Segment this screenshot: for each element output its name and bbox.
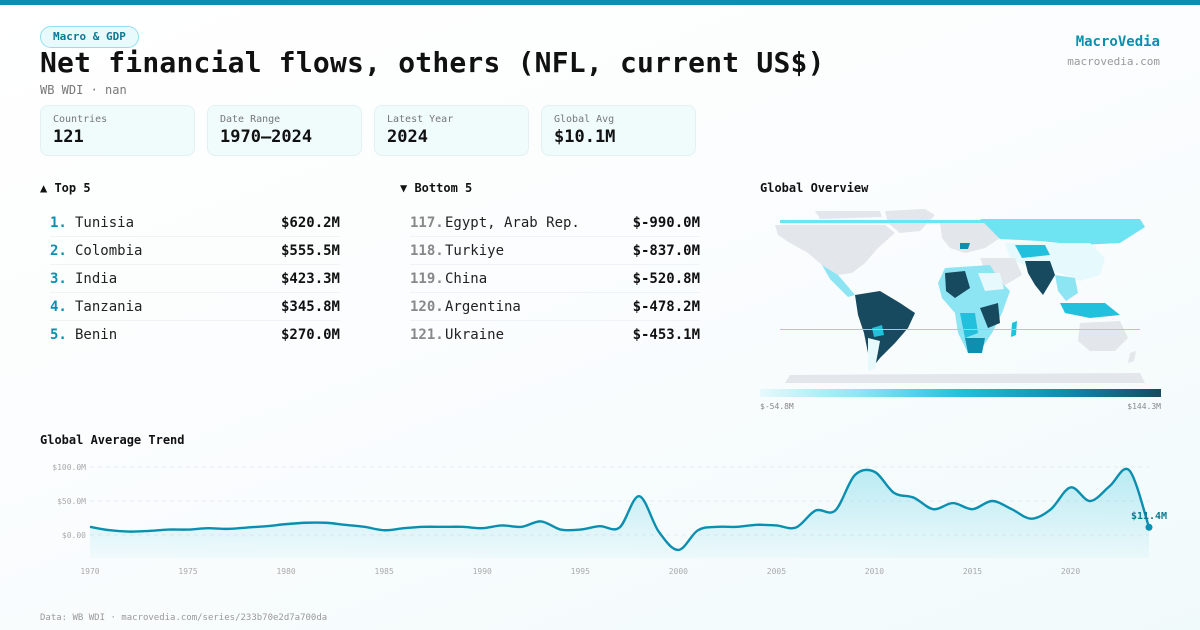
country-name: Turkiye	[445, 242, 505, 259]
country-value: $-453.1M	[632, 327, 700, 343]
country-name: India	[75, 270, 118, 287]
svg-text:2005: 2005	[767, 567, 786, 576]
svg-text:2010: 2010	[865, 567, 884, 576]
bottom5-panel: ▼ Bottom 5 117. Egypt, Arab Rep. $-990.0M …	[400, 181, 700, 349]
stat-label: Date Range	[220, 114, 281, 125]
category-tag[interactable]: Macro & GDP	[40, 26, 139, 48]
rank-number: 5.	[50, 327, 67, 343]
svg-text:1995: 1995	[571, 567, 590, 576]
svg-text:2020: 2020	[1061, 567, 1080, 576]
country-name: Benin	[75, 327, 118, 343]
stat-label: Latest Year	[387, 114, 454, 125]
footer-source: Data: WB WDI · macrovedia.com/series/233…	[40, 613, 328, 623]
country-name: Tunisia	[75, 214, 135, 231]
last-value-label: $11.4M	[1131, 511, 1167, 522]
svg-text:1985: 1985	[375, 567, 394, 576]
top-accent-bar	[0, 0, 1200, 5]
svg-text:$0.00: $0.00	[62, 531, 86, 540]
x-axis-ticks: 1970 1975 1980 1985 1990 1995 2000 2005 2010 2015…	[80, 567, 1080, 576]
rank-number: 117.	[410, 214, 444, 231]
page-title: Net financial flows, others (NFL, curren…	[40, 46, 825, 79]
stat-card-date-range: Date Range 1970–2024	[207, 105, 362, 156]
stat-card-latest-year: Latest Year 2024	[374, 105, 529, 156]
list-item[interactable]: 120. Argentina $-478.2M	[410, 281, 700, 321]
rank-number: 3.	[50, 270, 67, 287]
last-value-marker[interactable]	[1145, 523, 1153, 531]
rank-number: 119.	[410, 270, 444, 287]
list-item[interactable]: 3. India $423.3M	[50, 253, 340, 293]
country-value: $345.8M	[280, 298, 340, 315]
rank-number: 118.	[410, 242, 444, 259]
svg-text:$50.0M: $50.0M	[57, 497, 86, 506]
top5-heading: ▲ Top 5	[40, 181, 91, 195]
color-legend-bar	[760, 389, 1161, 397]
country-value: $-478.2M	[632, 298, 700, 315]
svg-text:1980: 1980	[276, 567, 295, 576]
list-item[interactable]: 4. Tanzania $345.8M	[50, 281, 340, 321]
svg-text:1975: 1975	[178, 567, 197, 576]
trend-line	[89, 467, 1151, 552]
svg-text:2015: 2015	[963, 567, 982, 576]
list-item[interactable]: 121. Ukraine $-453.1M	[410, 309, 700, 349]
world-choropleth-map[interactable]	[760, 203, 1161, 383]
country-name: Argentina	[445, 298, 521, 315]
svg-text:2000: 2000	[669, 567, 688, 576]
y-axis-ticks: $0.00 $50.0M $100.0M	[52, 463, 86, 540]
trend-area	[90, 468, 1149, 558]
rank-number: 1.	[50, 214, 67, 231]
global-overview-panel: Global Overview	[760, 181, 1161, 411]
list-item[interactable]: 1. Tunisia $620.2M	[50, 197, 340, 237]
svg-text:1990: 1990	[473, 567, 492, 576]
rank-number: 120.	[410, 298, 444, 315]
svg-text:$100.0M: $100.0M	[52, 463, 86, 472]
country-value: $-990.0M	[632, 214, 700, 231]
country-value: $555.5M	[280, 242, 340, 259]
country-value: $-520.8M	[632, 270, 700, 287]
brand-name[interactable]: MacroVedia	[1075, 34, 1160, 50]
country-name: China	[445, 270, 488, 287]
stat-card-global-avg: Global Avg $10.1M	[541, 105, 696, 156]
country-value: $620.2M	[280, 214, 340, 231]
stat-label: Global Avg	[554, 114, 615, 125]
country-value: $423.3M	[280, 270, 340, 287]
top5-list: 1. Tunisia $620.2M 2. Colombia $555.5M 3. Ind…	[40, 197, 340, 349]
page-subtitle: WB WDI · nan	[40, 83, 127, 97]
list-item[interactable]: 117. Egypt, Arab Rep. $-990.0M	[410, 197, 700, 237]
stat-value: 1970–2024	[220, 127, 313, 147]
country-name: Egypt, Arab Rep.	[445, 214, 580, 231]
stat-value: $10.1M	[554, 127, 616, 147]
stat-value: 121	[53, 127, 84, 147]
stats-row: Countries 121 Date Range 1970–2024 Lates…	[40, 105, 696, 156]
list-item[interactable]: 5. Benin $270.0M	[50, 309, 340, 349]
country-name: Tanzania	[75, 298, 143, 315]
svg-text:1970: 1970	[80, 567, 99, 576]
top5-panel: ▲ Top 5 1. Tunisia $620.2M 2. Colombia $555.…	[40, 181, 340, 349]
stat-card-countries: Countries 121	[40, 105, 195, 156]
legend-max-label: $144.3M	[1127, 402, 1161, 411]
trend-title: Global Average Trend	[40, 433, 185, 447]
rank-number: 2.	[50, 242, 67, 259]
stat-value: 2024	[387, 127, 428, 147]
country-value: $-837.0M	[632, 242, 700, 259]
country-name: Ukraine	[445, 327, 505, 343]
list-item[interactable]: 118. Turkiye $-837.0M	[410, 225, 700, 265]
bottom5-list: 117. Egypt, Arab Rep. $-990.0M 118. Turkiye…	[400, 197, 700, 349]
global-average-trend-chart[interactable]: $0.00$50.0M$100.0M 1970 1975 1980 1985 1990 1…	[0, 450, 1200, 580]
bottom5-heading: ▼ Bottom 5	[400, 181, 473, 195]
legend-min-label: $-54.8M	[760, 402, 794, 411]
list-item[interactable]: 2. Colombia $555.5M	[50, 225, 340, 265]
brand: MacroVedia macrovedia.com	[1067, 34, 1160, 68]
rank-number: 4.	[50, 298, 67, 315]
map-title: Global Overview	[760, 181, 869, 195]
country-name: Colombia	[75, 242, 143, 259]
country-value: $270.0M	[280, 327, 340, 343]
rank-number: 121.	[410, 327, 444, 343]
brand-url[interactable]: macrovedia.com	[1067, 55, 1160, 68]
list-item[interactable]: 119. China $-520.8M	[410, 253, 700, 293]
stat-label: Countries	[53, 114, 108, 125]
